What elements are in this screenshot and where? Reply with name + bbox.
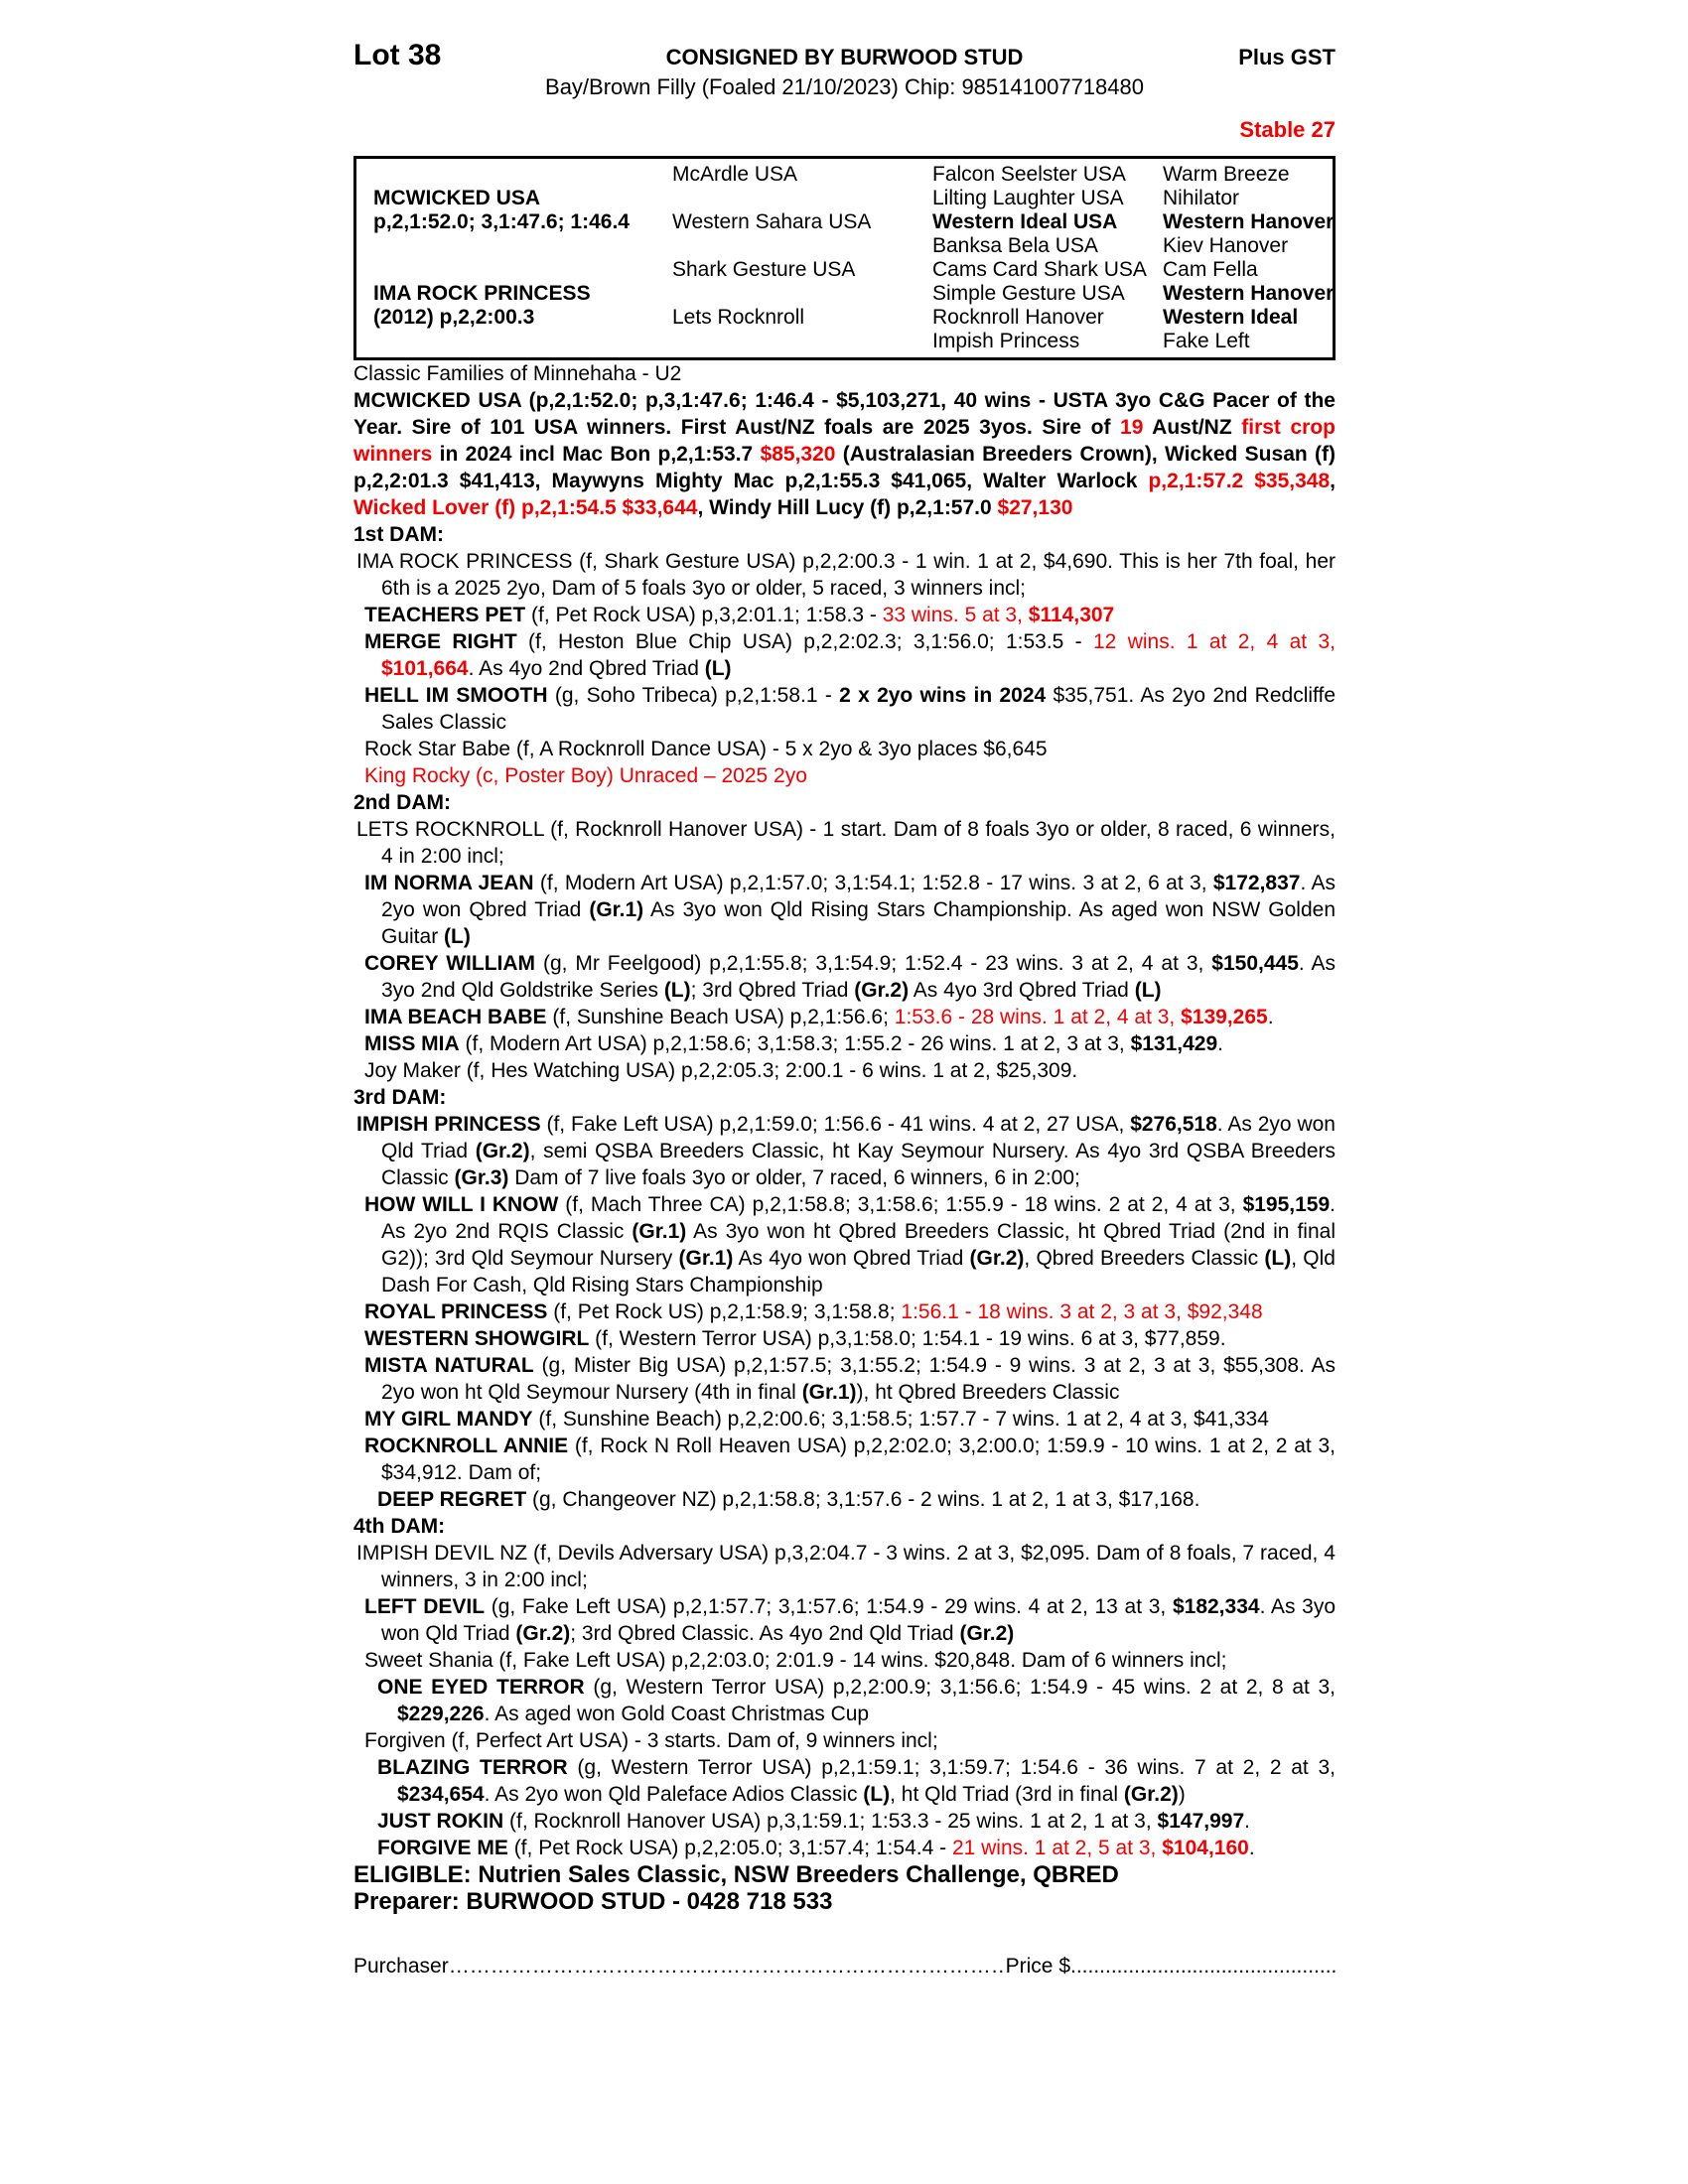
pedigree-text: Classic Families of Minnehaha - U2 MCWIC… <box>353 360 1336 1979</box>
entry-impish-princess: IMPISH PRINCESS (f, Fake Left USA) p,2,1… <box>356 1113 1336 1189</box>
section-label-4th-dam: 4th DAM: <box>353 1515 446 1538</box>
entry-hell-im-smooth: HELL IM SMOOTH (g, Soho Tribeca) p,2,1:5… <box>364 684 1336 734</box>
sire-summary: MCWICKED USA (p,2,1:52.0; p,3,1:47.6; 1:… <box>353 389 1336 519</box>
entry-deep-regret: DEEP REGRET (g, Changeover NZ) p,2,1:58.… <box>377 1488 1200 1511</box>
entry-im-norma-jean: IM NORMA JEAN (f, Modern Art USA) p,2,1:… <box>364 872 1336 948</box>
pedigree-cell: Lilting Laughter USA <box>932 187 1124 209</box>
lot-number: Lot 38 <box>353 39 442 71</box>
preparer-line: Preparer: BURWOOD STUD - 0428 718 533 <box>353 1888 833 1915</box>
pedigree-col-parents: MCWICKED USA p,2,1:52.0; 3,1:47.6; 1:46.… <box>356 163 672 353</box>
entry-western-showgirl: WESTERN SHOWGIRL (f, Western Terror USA)… <box>364 1327 1226 1350</box>
entry-sweet-shania: Sweet Shania (f, Fake Left USA) p,2,2:03… <box>364 1649 1227 1672</box>
purchaser-fill-line: ……………………………………………………………………………………………… <box>448 1955 1006 1978</box>
pedigree-col-grandparents: McArdle USA Western Sahara USA Shark Ges… <box>672 163 932 353</box>
pedigree-cell: Western Hanover <box>1163 282 1335 305</box>
sire-name: MCWICKED USA <box>373 187 540 209</box>
entry-merge-right: MERGE RIGHT (f, Heston Blue Chip USA) p,… <box>364 630 1336 680</box>
entry-how-will-i-know: HOW WILL I KNOW (f, Mach Three CA) p,2,1… <box>364 1193 1336 1297</box>
entry-just-rokin: JUST ROKIN (f, Rocknroll Hanover USA) p,… <box>377 1810 1250 1833</box>
entry-rock-star-babe: Rock Star Babe (f, A Rocknroll Dance USA… <box>364 738 1048 760</box>
entry-ima-beach-babe: IMA BEACH BABE (f, Sunshine Beach USA) p… <box>364 1006 1274 1028</box>
pedigree-cell: Fake Left <box>1163 330 1250 352</box>
entry-impish-devil-nz: IMPISH DEVIL NZ (f, Devils Adversary USA… <box>356 1542 1336 1591</box>
dam-name: IMA ROCK PRINCESS <box>373 282 591 305</box>
purchaser-price-line: Purchaser ………………………………………………………………………………… <box>353 1953 1336 1979</box>
pedigree-cell: Impish Princess <box>932 330 1080 352</box>
pedigree-cell: Western Hanover <box>1163 210 1335 233</box>
pedigree-table: MCWICKED USA p,2,1:52.0; 3,1:47.6; 1:46.… <box>353 156 1336 360</box>
consignor-title: CONSIGNED BY BURWOOD STUD <box>665 45 1024 69</box>
section-label-1st-dam: 1st DAM: <box>353 523 445 546</box>
pedigree-cell: Lets Rocknroll <box>672 306 805 329</box>
entry-joy-maker: Joy Maker (f, Hes Watching USA) p,2,2:05… <box>364 1059 1078 1082</box>
pedigree-cell: Simple Gesture USA <box>932 282 1125 305</box>
horse-description: Bay/Brown Filly (Foaled 21/10/2023) Chip… <box>545 74 1144 99</box>
entry-lets-rocknroll: LETS ROCKNROLL (f, Rocknroll Hanover USA… <box>356 818 1336 868</box>
entry-rocknroll-annie: ROCKNROLL ANNIE (f, Rock N Roll Heaven U… <box>364 1434 1336 1484</box>
entry-left-devil: LEFT DEVIL (g, Fake Left USA) p,2,1:57.7… <box>364 1595 1336 1645</box>
entry-forgive-me: FORGIVE ME (f, Pet Rock USA) p,2,2:05.0;… <box>377 1837 1255 1859</box>
entry-corey-william: COREY WILLIAM (g, Mr Feelgood) p,2,1:55.… <box>364 952 1336 1002</box>
plus-gst-label: Plus GST <box>1238 45 1336 69</box>
pedigree-cell: Cams Card Shark USA <box>932 258 1147 281</box>
entry-blazing-terror: BLAZING TERROR (g, Western Terror USA) p… <box>377 1756 1336 1806</box>
entry-royal-princess: ROYAL PRINCESS (f, Pet Rock US) p,2,1:58… <box>364 1300 1263 1323</box>
pedigree-cell: Western Ideal USA <box>932 210 1118 233</box>
section-label-3rd-dam: 3rd DAM: <box>353 1086 447 1109</box>
pedigree-cell: McArdle USA <box>672 163 798 186</box>
dam-record: (2012) p,2,2:00.3 <box>373 306 535 329</box>
pedigree-cell: Banksa Bela USA <box>932 234 1098 257</box>
entry-teachers-pet: TEACHERS PET (f, Pet Rock USA) p,3,2:01.… <box>364 604 1115 626</box>
pedigree-cell: Nihilator <box>1163 187 1240 209</box>
entry-ima-rock-princess: IMA ROCK PRINCESS (f, Shark Gesture USA)… <box>356 550 1336 600</box>
pedigree-col-gen3: Falcon Seelster USA Lilting Laughter USA… <box>932 163 1163 353</box>
purchaser-label: Purchaser <box>353 1955 449 1978</box>
family-note: Classic Families of Minnehaha - U2 <box>353 362 682 385</box>
entry-mista-natural: MISTA NATURAL (g, Mister Big USA) p,2,1:… <box>364 1354 1336 1404</box>
pedigree-cell: Western Ideal <box>1163 306 1299 329</box>
pedigree-col-gen4: Warm Breeze Nihilator Western Hanover Ki… <box>1163 163 1334 353</box>
pedigree-cell: Western Sahara USA <box>672 210 872 233</box>
stable-number: Stable 27 <box>1239 117 1336 142</box>
entry-miss-mia: MISS MIA (f, Modern Art USA) p,2,1:58.6;… <box>364 1032 1223 1055</box>
price-fill-line: ........................................… <box>1070 1955 1336 1978</box>
eligibility-line: ELIGIBLE: Nutrien Sales Classic, NSW Bre… <box>353 1861 1119 1888</box>
sire-record: p,2,1:52.0; 3,1:47.6; 1:46.4 <box>373 210 630 233</box>
price-label: Price $ <box>1005 1955 1070 1978</box>
pedigree-cell: Warm Breeze <box>1163 163 1290 186</box>
entry-one-eyed-terror: ONE EYED TERROR (g, Western Terror USA) … <box>377 1676 1336 1725</box>
section-label-2nd-dam: 2nd DAM: <box>353 791 451 814</box>
entry-king-rocky: King Rocky (c, Poster Boy) Unraced – 202… <box>364 764 807 787</box>
pedigree-cell: Cam Fella <box>1163 258 1258 281</box>
entry-my-girl-mandy: MY GIRL MANDY (f, Sunshine Beach) p,2,2:… <box>364 1408 1269 1431</box>
page-header: Lot 38 CONSIGNED BY BURWOOD STUD Plus GS… <box>353 39 1336 71</box>
pedigree-cell: Kiev Hanover <box>1163 234 1289 257</box>
entry-forgiven: Forgiven (f, Perfect Art USA) - 3 starts… <box>364 1729 938 1752</box>
pedigree-cell: Shark Gesture USA <box>672 258 856 281</box>
pedigree-cell: Rocknroll Hanover <box>932 306 1104 329</box>
pedigree-cell: Falcon Seelster USA <box>932 163 1126 186</box>
